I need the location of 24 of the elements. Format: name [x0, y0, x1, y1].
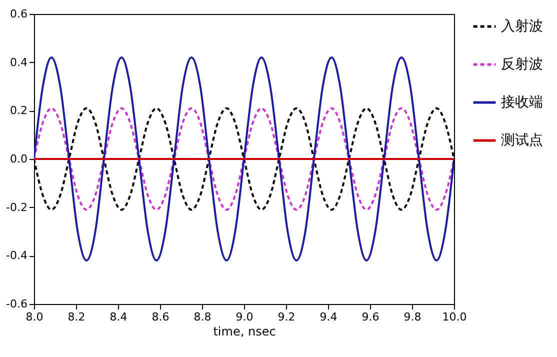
line-series — [34, 56, 454, 262]
x-tick-label: 8.0 — [26, 310, 44, 324]
x-tick-label: 9.6 — [362, 310, 380, 324]
y-tick-label: 0.0 — [10, 152, 28, 166]
x-tick-label: 10.0 — [442, 310, 467, 324]
y-tick-label: 0.2 — [10, 104, 28, 118]
x-tick-label: 9.8 — [404, 310, 422, 324]
x-tick-label: 8.2 — [68, 310, 86, 324]
legend-label: 入射波 — [501, 18, 543, 34]
x-tick-label: 8.4 — [110, 310, 128, 324]
legend-label: 接收端 — [501, 94, 543, 110]
y-tick-label: -0.4 — [6, 249, 28, 262]
y-tick-label: 0.6 — [10, 8, 28, 20]
legend-label: 测试点 — [501, 132, 543, 148]
y-tick-label: -0.2 — [6, 200, 28, 214]
x-tick-label: 9.4 — [320, 310, 338, 324]
x-tick-label: 8.6 — [152, 310, 170, 324]
x-tick-label: 9.2 — [278, 310, 296, 324]
x-axis-title: time, nsec — [213, 324, 276, 338]
x-tick-label: 8.8 — [194, 310, 212, 324]
x-tick-label: 9.0 — [236, 310, 254, 324]
y-tick-label: 0.4 — [10, 56, 28, 69]
legend-label: 反射波 — [501, 56, 543, 72]
y-tick-label: -0.6 — [6, 298, 28, 310]
